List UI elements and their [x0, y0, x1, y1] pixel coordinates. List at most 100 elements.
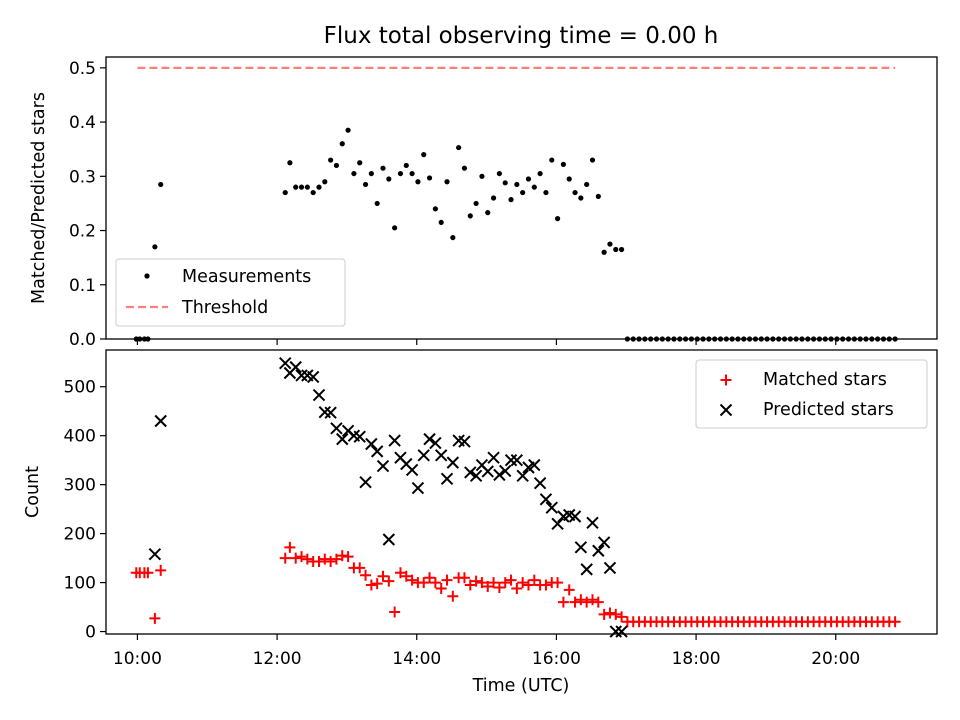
- matched-star-point: [435, 582, 447, 594]
- matched-star-point: [290, 552, 302, 564]
- matched-star-point: [482, 581, 494, 593]
- predicted-star-point: [423, 432, 436, 446]
- predicted-star-point: [388, 434, 401, 447]
- predicted-star-point: [289, 360, 302, 374]
- ratio-y-tick-label: 0.2: [69, 222, 96, 242]
- measurement-point: [444, 179, 450, 185]
- predicted-star-point: [568, 510, 582, 523]
- measurement-point: [380, 165, 386, 171]
- measurement-point: [287, 160, 293, 166]
- matched-star-point: [429, 577, 441, 589]
- measurement-point: [520, 189, 526, 196]
- matched-star-point: [394, 567, 406, 579]
- matched-star-point: [563, 584, 575, 596]
- measurement-point: [333, 162, 340, 169]
- matched-star-point: [155, 564, 167, 576]
- matched-star-point: [360, 569, 372, 581]
- measurement-point: [560, 161, 566, 167]
- matched-star-point: [499, 577, 511, 589]
- predicted-star-point: [464, 466, 477, 479]
- count-x-tick-label: 10:00: [113, 649, 162, 669]
- predicted-star-point: [603, 561, 617, 575]
- matched-star-point: [301, 553, 313, 565]
- predicted-star-point: [504, 453, 518, 467]
- predicted-star-point: [376, 459, 390, 473]
- matched-star-point: [424, 572, 436, 584]
- measurement-point: [362, 181, 369, 188]
- matched-star-point: [441, 574, 453, 586]
- matched-star-point: [569, 596, 581, 608]
- predicted-star-point: [312, 388, 326, 402]
- legend-matched-label: Matched stars: [763, 370, 887, 390]
- predicted-star-point: [370, 445, 384, 458]
- count-y-tick-label: 0: [85, 623, 96, 643]
- measurement-point: [601, 249, 607, 255]
- matched-star-point: [493, 581, 505, 593]
- measurement-point: [298, 184, 305, 190]
- measurement-point: [572, 189, 578, 196]
- measurement-point: [432, 206, 438, 212]
- matched-star-point: [528, 574, 540, 586]
- count-y-axis: 0 100 200 300 400 500: [64, 378, 106, 643]
- ratio-y-axis-label: Matched/Predicted stars: [29, 92, 49, 304]
- measurement-point: [578, 195, 584, 201]
- measurement-point: [479, 173, 485, 179]
- predicted-star-point: [440, 472, 454, 485]
- predicted-star-point: [330, 422, 343, 435]
- measurement-point: [409, 170, 415, 177]
- measurement-point: [368, 170, 374, 177]
- matched-star-point: [488, 577, 500, 589]
- matched-star-point: [142, 567, 154, 579]
- predicted-star-point: [580, 563, 593, 576]
- count-x-axis-label: Time (UTC): [472, 676, 570, 696]
- ratio-y-tick-label: 0.4: [69, 113, 96, 133]
- matched-star-point: [365, 579, 377, 591]
- predicted-star-point: [336, 432, 349, 446]
- measurement-point: [386, 176, 392, 182]
- legend-predicted-label: Predicted stars: [763, 400, 894, 420]
- measurement-point: [152, 244, 158, 250]
- predicted-star-point: [382, 533, 396, 546]
- measurement-point: [473, 200, 479, 207]
- ratio-plot-frame: [105, 56, 938, 340]
- measurement-point: [549, 157, 555, 163]
- matched-star-point: [389, 606, 401, 618]
- measurement-point: [607, 241, 613, 247]
- matched-star-point: [279, 552, 291, 564]
- chart-title: Flux total observing time = 0.00 h: [324, 23, 719, 49]
- measurement-point: [415, 179, 421, 185]
- predicted-star-point: [353, 430, 366, 443]
- legend-threshold-label: Threshold: [181, 298, 268, 318]
- predicted-star-point: [615, 625, 628, 638]
- predicted-star-point: [481, 465, 494, 478]
- measurement-point: [339, 141, 345, 147]
- legend-box: [695, 359, 928, 429]
- count-y-tick-label: 400: [64, 427, 96, 447]
- measurement-point: [456, 144, 462, 151]
- count-plot-frame: [105, 349, 938, 635]
- ratio-x-axis: [136, 339, 837, 345]
- matched-star-point: [889, 616, 901, 628]
- ratio-legend: Measurements Threshold: [115, 258, 346, 327]
- matched-star-point: [610, 608, 622, 620]
- measurement-point: [392, 225, 398, 231]
- measurement-point: [357, 160, 363, 166]
- matched-star-point: [552, 577, 564, 589]
- count-y-tick-label: 100: [64, 574, 96, 594]
- matched-star-point: [598, 608, 610, 620]
- matched-star-point: [604, 607, 616, 619]
- matched-star-point: [458, 572, 470, 584]
- count-legend: Matched stars Predicted stars: [695, 359, 928, 429]
- predicted-star-point: [539, 493, 553, 506]
- measurement-point: [421, 152, 427, 158]
- measurement-point: [537, 170, 543, 177]
- count-x-tick-label: 14:00: [392, 649, 441, 669]
- matched-star-point: [149, 612, 161, 624]
- count-x-tick-label: 20:00: [811, 649, 860, 669]
- legend-measurement-marker: [144, 273, 150, 279]
- measurement-point: [502, 180, 508, 186]
- matched-star-point: [406, 574, 418, 586]
- matched-star-point: [522, 579, 534, 591]
- matched-star-point: [464, 579, 476, 591]
